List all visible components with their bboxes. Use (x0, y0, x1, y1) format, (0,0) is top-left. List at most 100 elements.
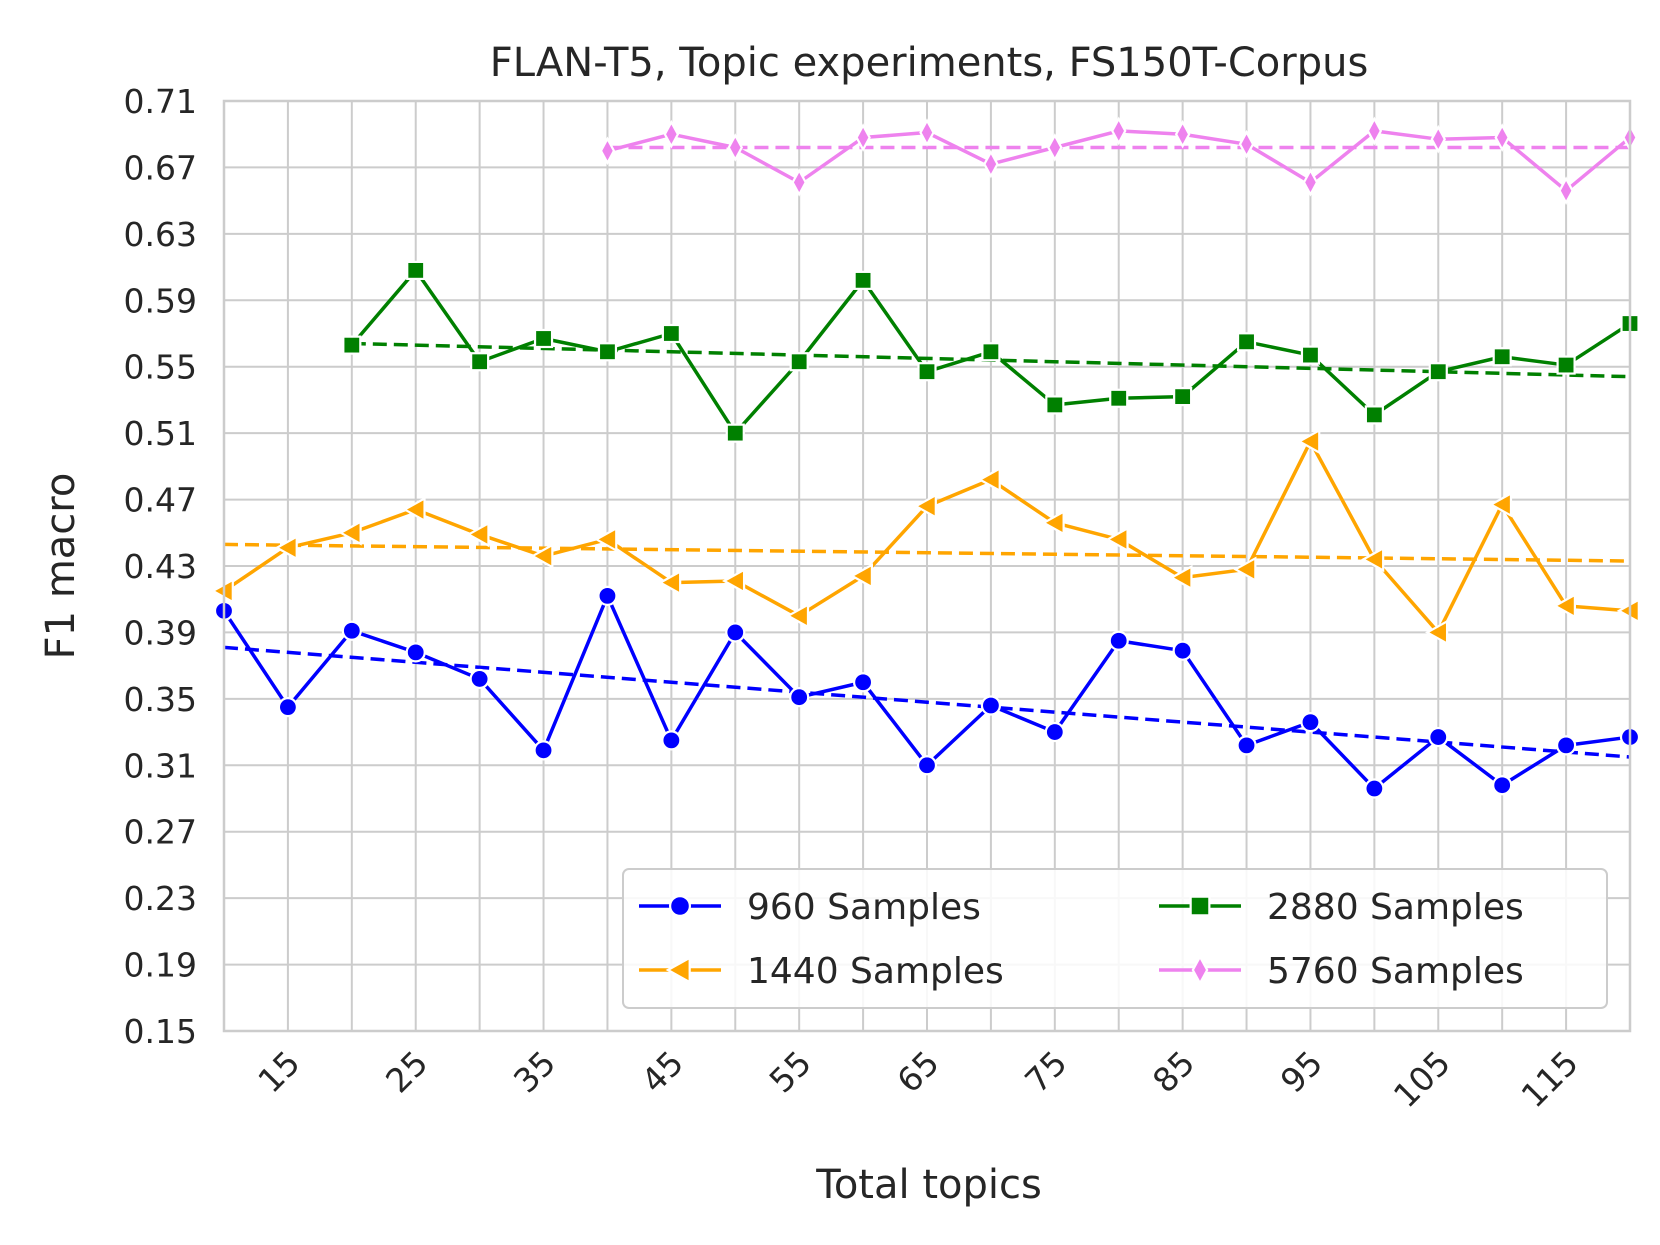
point-5760 (663, 119, 680, 149)
point-960 (469, 668, 490, 690)
chart-title: FLAN-T5, Topic experiments, FS150T-Corpu… (490, 40, 1369, 86)
legend-item-1440: 1440 Samples (639, 951, 1004, 992)
point-5760 (1110, 116, 1127, 146)
point-960 (277, 697, 299, 718)
trend-line-1440 (223, 542, 1631, 563)
point-2880 (1173, 387, 1193, 407)
point-5760 (1047, 133, 1063, 162)
point-1440 (849, 563, 873, 589)
point-1440 (274, 534, 298, 561)
point-1440 (1041, 509, 1065, 536)
point-1440 (1105, 526, 1129, 553)
point-960 (405, 642, 426, 663)
y-tick-label: 0.55 (124, 348, 197, 387)
legend-marker (1189, 895, 1211, 917)
point-960 (789, 687, 810, 708)
point-960 (1555, 735, 1577, 756)
legend-box (622, 868, 1608, 1009)
legend-label: 2880 Samples (1267, 887, 1524, 928)
point-2880 (725, 423, 745, 443)
point-2880 (853, 270, 873, 290)
legend-label: 960 Samples (747, 887, 981, 928)
y-tick-label: 0.35 (124, 680, 197, 719)
point-960 (1236, 735, 1257, 756)
point-2880 (1045, 395, 1065, 415)
legend-marker (668, 894, 691, 917)
series-5760 (599, 116, 1638, 205)
point-960 (1108, 630, 1129, 651)
series-960 (213, 585, 1641, 799)
point-2880 (981, 342, 1001, 362)
point-5760 (1366, 116, 1383, 146)
legend-label: 5760 Samples (1267, 951, 1524, 992)
point-1440 (530, 543, 554, 569)
plot-frame (222, 99, 1632, 1033)
point-5760 (599, 136, 616, 166)
point-5760 (727, 133, 744, 162)
point-2880 (406, 260, 426, 280)
series-2880 (342, 260, 1640, 443)
point-1440 (1233, 556, 1257, 583)
point-960 (533, 740, 554, 761)
point-960 (1300, 712, 1321, 733)
point-960 (980, 695, 1002, 716)
y-tick-label: 0.27 (124, 813, 197, 852)
point-960 (341, 620, 362, 641)
point-5760 (1494, 123, 1510, 152)
point-5760 (1302, 168, 1319, 197)
point-1440 (913, 493, 937, 520)
y-tick-label: 0.19 (124, 946, 197, 985)
point-2880 (1428, 362, 1448, 382)
legend-item-960: 960 Samples (639, 887, 981, 928)
x-axis-label: Total topics (815, 1162, 1042, 1208)
point-960 (1428, 726, 1449, 748)
point-1440 (722, 568, 746, 594)
point-1440 (977, 466, 1001, 493)
point-5760 (919, 118, 935, 147)
series-layer (210, 116, 1641, 799)
y-tick-labels: 0.15 0.19 0.23 0.27 0.31 0.35 0.39 0.43 0.47 0.51… (124, 82, 197, 1051)
y-tick-label: 0.39 (124, 613, 197, 652)
point-2880 (917, 362, 937, 382)
point-1440 (1361, 546, 1385, 573)
y-tick-label: 0.31 (124, 746, 197, 785)
point-2880 (1556, 355, 1576, 375)
point-2880 (661, 323, 681, 344)
point-1440 (1425, 619, 1449, 646)
legend-marker (665, 956, 691, 984)
point-5760 (1174, 119, 1191, 149)
y-tick-label: 0.67 (124, 148, 197, 187)
point-960 (1172, 640, 1193, 661)
point-5760 (983, 149, 999, 179)
point-5760 (791, 168, 807, 197)
point-960 (597, 585, 618, 606)
trend-line-960 (223, 645, 1631, 759)
point-1440 (1297, 428, 1321, 455)
y-tick-label: 0.15 (124, 1012, 197, 1051)
point-960 (852, 672, 874, 693)
y-tick-label: 0.71 (124, 82, 197, 121)
point-1440 (466, 521, 490, 548)
point-960 (725, 622, 746, 643)
y-tick-label: 0.23 (124, 879, 197, 918)
point-1440 (1552, 592, 1576, 619)
point-1440 (785, 602, 810, 629)
point-5760 (1238, 129, 1255, 159)
point-960 (916, 755, 938, 776)
point-2880 (1300, 345, 1321, 365)
series-1440 (210, 428, 1640, 646)
y-axis-label: F1 macro (38, 473, 84, 660)
point-960 (1364, 778, 1385, 799)
point-2880 (470, 352, 490, 372)
point-2880 (597, 342, 618, 362)
point-2880 (1492, 347, 1512, 367)
point-5760 (1558, 176, 1574, 205)
point-2880 (1236, 332, 1257, 352)
y-tick-label: 0.47 (124, 481, 197, 520)
point-1440 (658, 569, 682, 596)
point-2880 (789, 352, 809, 372)
legend-marker (1191, 954, 1209, 986)
point-960 (661, 730, 682, 751)
